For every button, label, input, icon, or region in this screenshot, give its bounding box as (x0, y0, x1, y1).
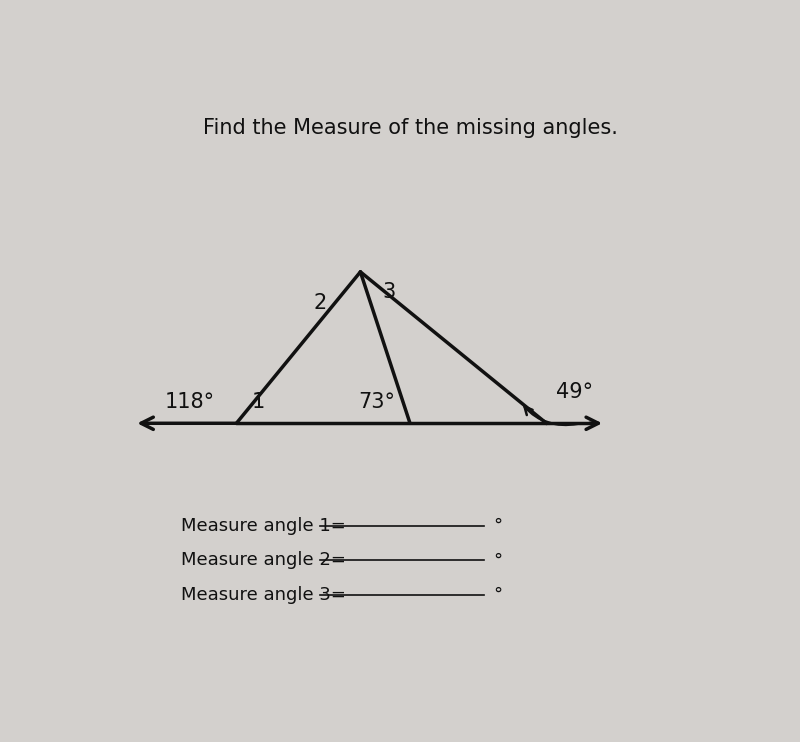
Text: 1: 1 (252, 392, 265, 412)
Text: 3: 3 (382, 282, 395, 302)
Text: Measure angle 3=: Measure angle 3= (181, 585, 346, 604)
Text: Measure angle 2=: Measure angle 2= (181, 551, 346, 569)
Text: °: ° (494, 517, 503, 535)
Text: 73°: 73° (358, 392, 395, 412)
Text: 118°: 118° (165, 392, 214, 412)
Text: °: ° (494, 585, 503, 604)
Text: Measure angle 1=: Measure angle 1= (181, 517, 346, 535)
FancyArrowPatch shape (525, 407, 578, 425)
Text: 2: 2 (313, 293, 326, 313)
Text: 49°: 49° (556, 382, 593, 402)
Text: °: ° (494, 551, 503, 569)
Text: Find the Measure of the missing angles.: Find the Measure of the missing angles. (202, 117, 618, 137)
